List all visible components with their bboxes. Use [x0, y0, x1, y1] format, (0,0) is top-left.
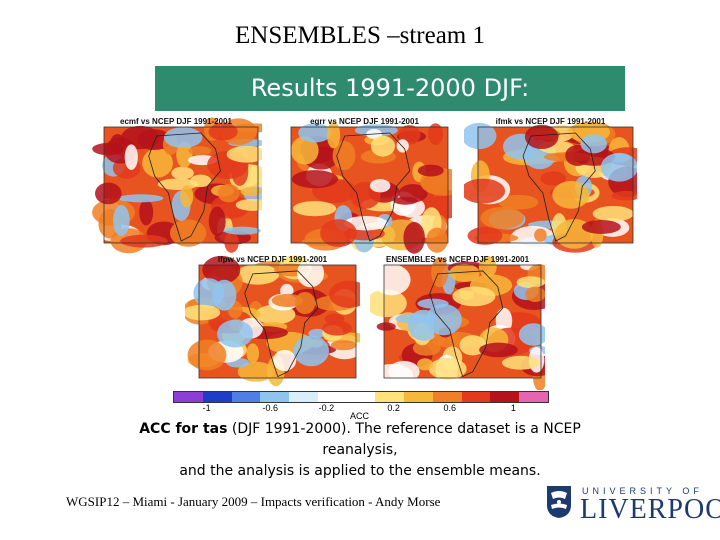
- colorbar-label: ACC: [350, 411, 370, 421]
- colorbar-tick: 0.2: [387, 403, 400, 413]
- colorbar-tick: -0.6: [262, 403, 278, 413]
- panel-title: lfpw vs NCEP DJF 1991-2001: [217, 255, 328, 264]
- caption-line2: and the analysis is applied to the ensem…: [179, 463, 541, 479]
- acc-colorbar: [173, 391, 549, 403]
- colorbar-tick: -1: [202, 403, 211, 413]
- panel-title: ENSEMBLES vs NCEP DJF 1991-2001: [385, 255, 530, 264]
- correlation-map: [464, 121, 637, 253]
- colorbar-tick-labels: -1 -0.6 -0.2 0.2 0.6 1: [173, 403, 547, 415]
- map-panel-egrr: egrr vs NCEP DJF 1991-2001: [277, 117, 452, 255]
- colorbar-segment: [231, 392, 261, 402]
- correlation-map: [90, 117, 262, 254]
- colorbar-segment: [346, 392, 376, 402]
- colorbar-segment: [519, 392, 548, 402]
- correlation-map: [185, 255, 360, 387]
- colorbar-segment: [490, 392, 520, 402]
- correlation-map: [290, 121, 452, 254]
- caption-bold: ACC for tas: [139, 421, 228, 437]
- footer-text: WGSIP12 – Miami - January 2009 – Impacts…: [66, 494, 441, 509]
- colorbar-segment: [461, 392, 491, 402]
- map-panel-lfpw: lfpw vs NCEP DJF 1991-2001: [185, 255, 360, 390]
- colorbar-segment: [432, 392, 462, 402]
- panel-title: ifmk vs NCEP DJF 1991-2001: [495, 117, 606, 126]
- map-panel-ifmk: ifmk vs NCEP DJF 1991-2001: [464, 117, 637, 255]
- colorbar-tick: 0.6: [443, 403, 457, 413]
- figure-caption: ACC for tas (DJF 1991-2000). The referen…: [110, 419, 610, 482]
- map-panel-ensembles: ENSEMBLES vs NCEP DJF 1991-2001: [370, 255, 545, 390]
- colorbar-segment: [404, 392, 433, 402]
- panel-title: ecmf vs NCEP DJF 1991-2001: [120, 117, 232, 126]
- university-logo: UNIVERSITY OF LIVERPOOL: [546, 485, 720, 525]
- slide-title: ENSEMBLES –stream 1: [235, 22, 485, 49]
- colorbar-segment: [260, 392, 290, 402]
- correlation-map: [370, 256, 545, 390]
- results-banner: Results 1991-2000 DJF:: [155, 66, 625, 111]
- colorbar-tick: 1: [510, 403, 516, 413]
- caption-line1: (DJF 1991-2000). The reference dataset i…: [227, 421, 581, 458]
- colorbar-segment: [375, 392, 405, 402]
- crest-icon: [547, 486, 571, 518]
- colorbar-segment: [289, 392, 318, 402]
- colorbar-tick: -0.2: [318, 403, 335, 413]
- colorbar-segment: [317, 392, 347, 402]
- logo-liverpool: LIVERPOOL: [580, 494, 720, 525]
- colorbar-segment: [174, 392, 203, 402]
- panel-title: egrr vs NCEP DJF 1991-2001: [310, 117, 419, 126]
- map-panel-ecmf: ecmf vs NCEP DJF 1991-2001: [90, 117, 262, 255]
- logo-university-of: UNIVERSITY OF: [582, 486, 703, 496]
- colorbar-segment: [202, 392, 232, 402]
